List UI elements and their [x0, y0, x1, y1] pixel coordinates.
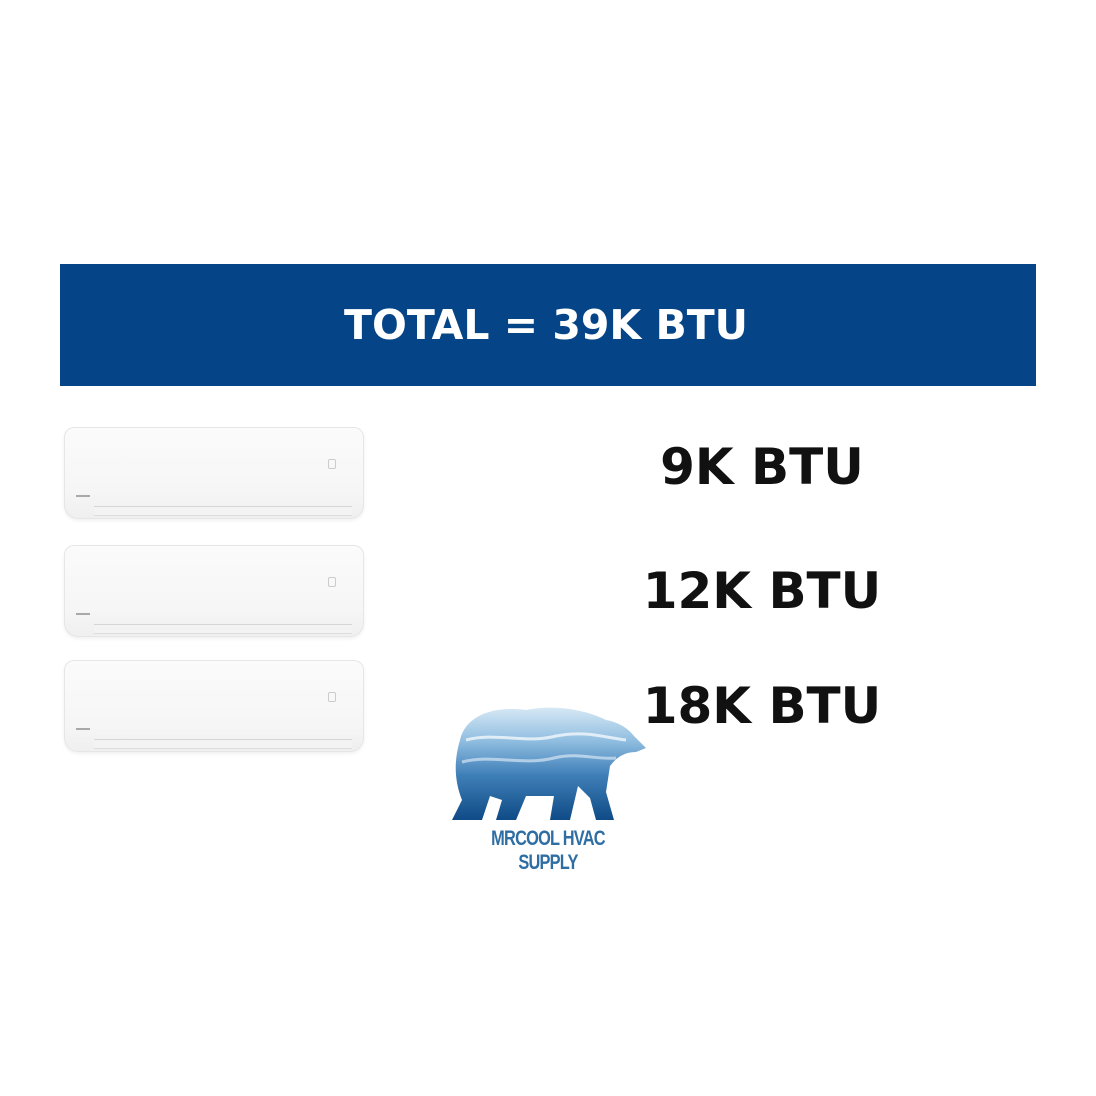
indoor-unit-12k-image: [64, 545, 364, 637]
indoor-unit-18k-image: [64, 660, 364, 752]
unit-label-12k: 12K BTU: [642, 562, 882, 620]
logo-text: MRCOOL HVAC SUPPLY: [491, 827, 605, 874]
polar-bear-icon: [452, 707, 646, 820]
unit-label-18k: 18K BTU: [642, 677, 882, 735]
total-banner: TOTAL = 39K BTU: [60, 264, 1036, 386]
indoor-unit-9k-image: [64, 427, 364, 519]
total-title: TOTAL = 39K BTU: [344, 301, 748, 349]
unit-label-9k: 9K BTU: [660, 438, 864, 496]
